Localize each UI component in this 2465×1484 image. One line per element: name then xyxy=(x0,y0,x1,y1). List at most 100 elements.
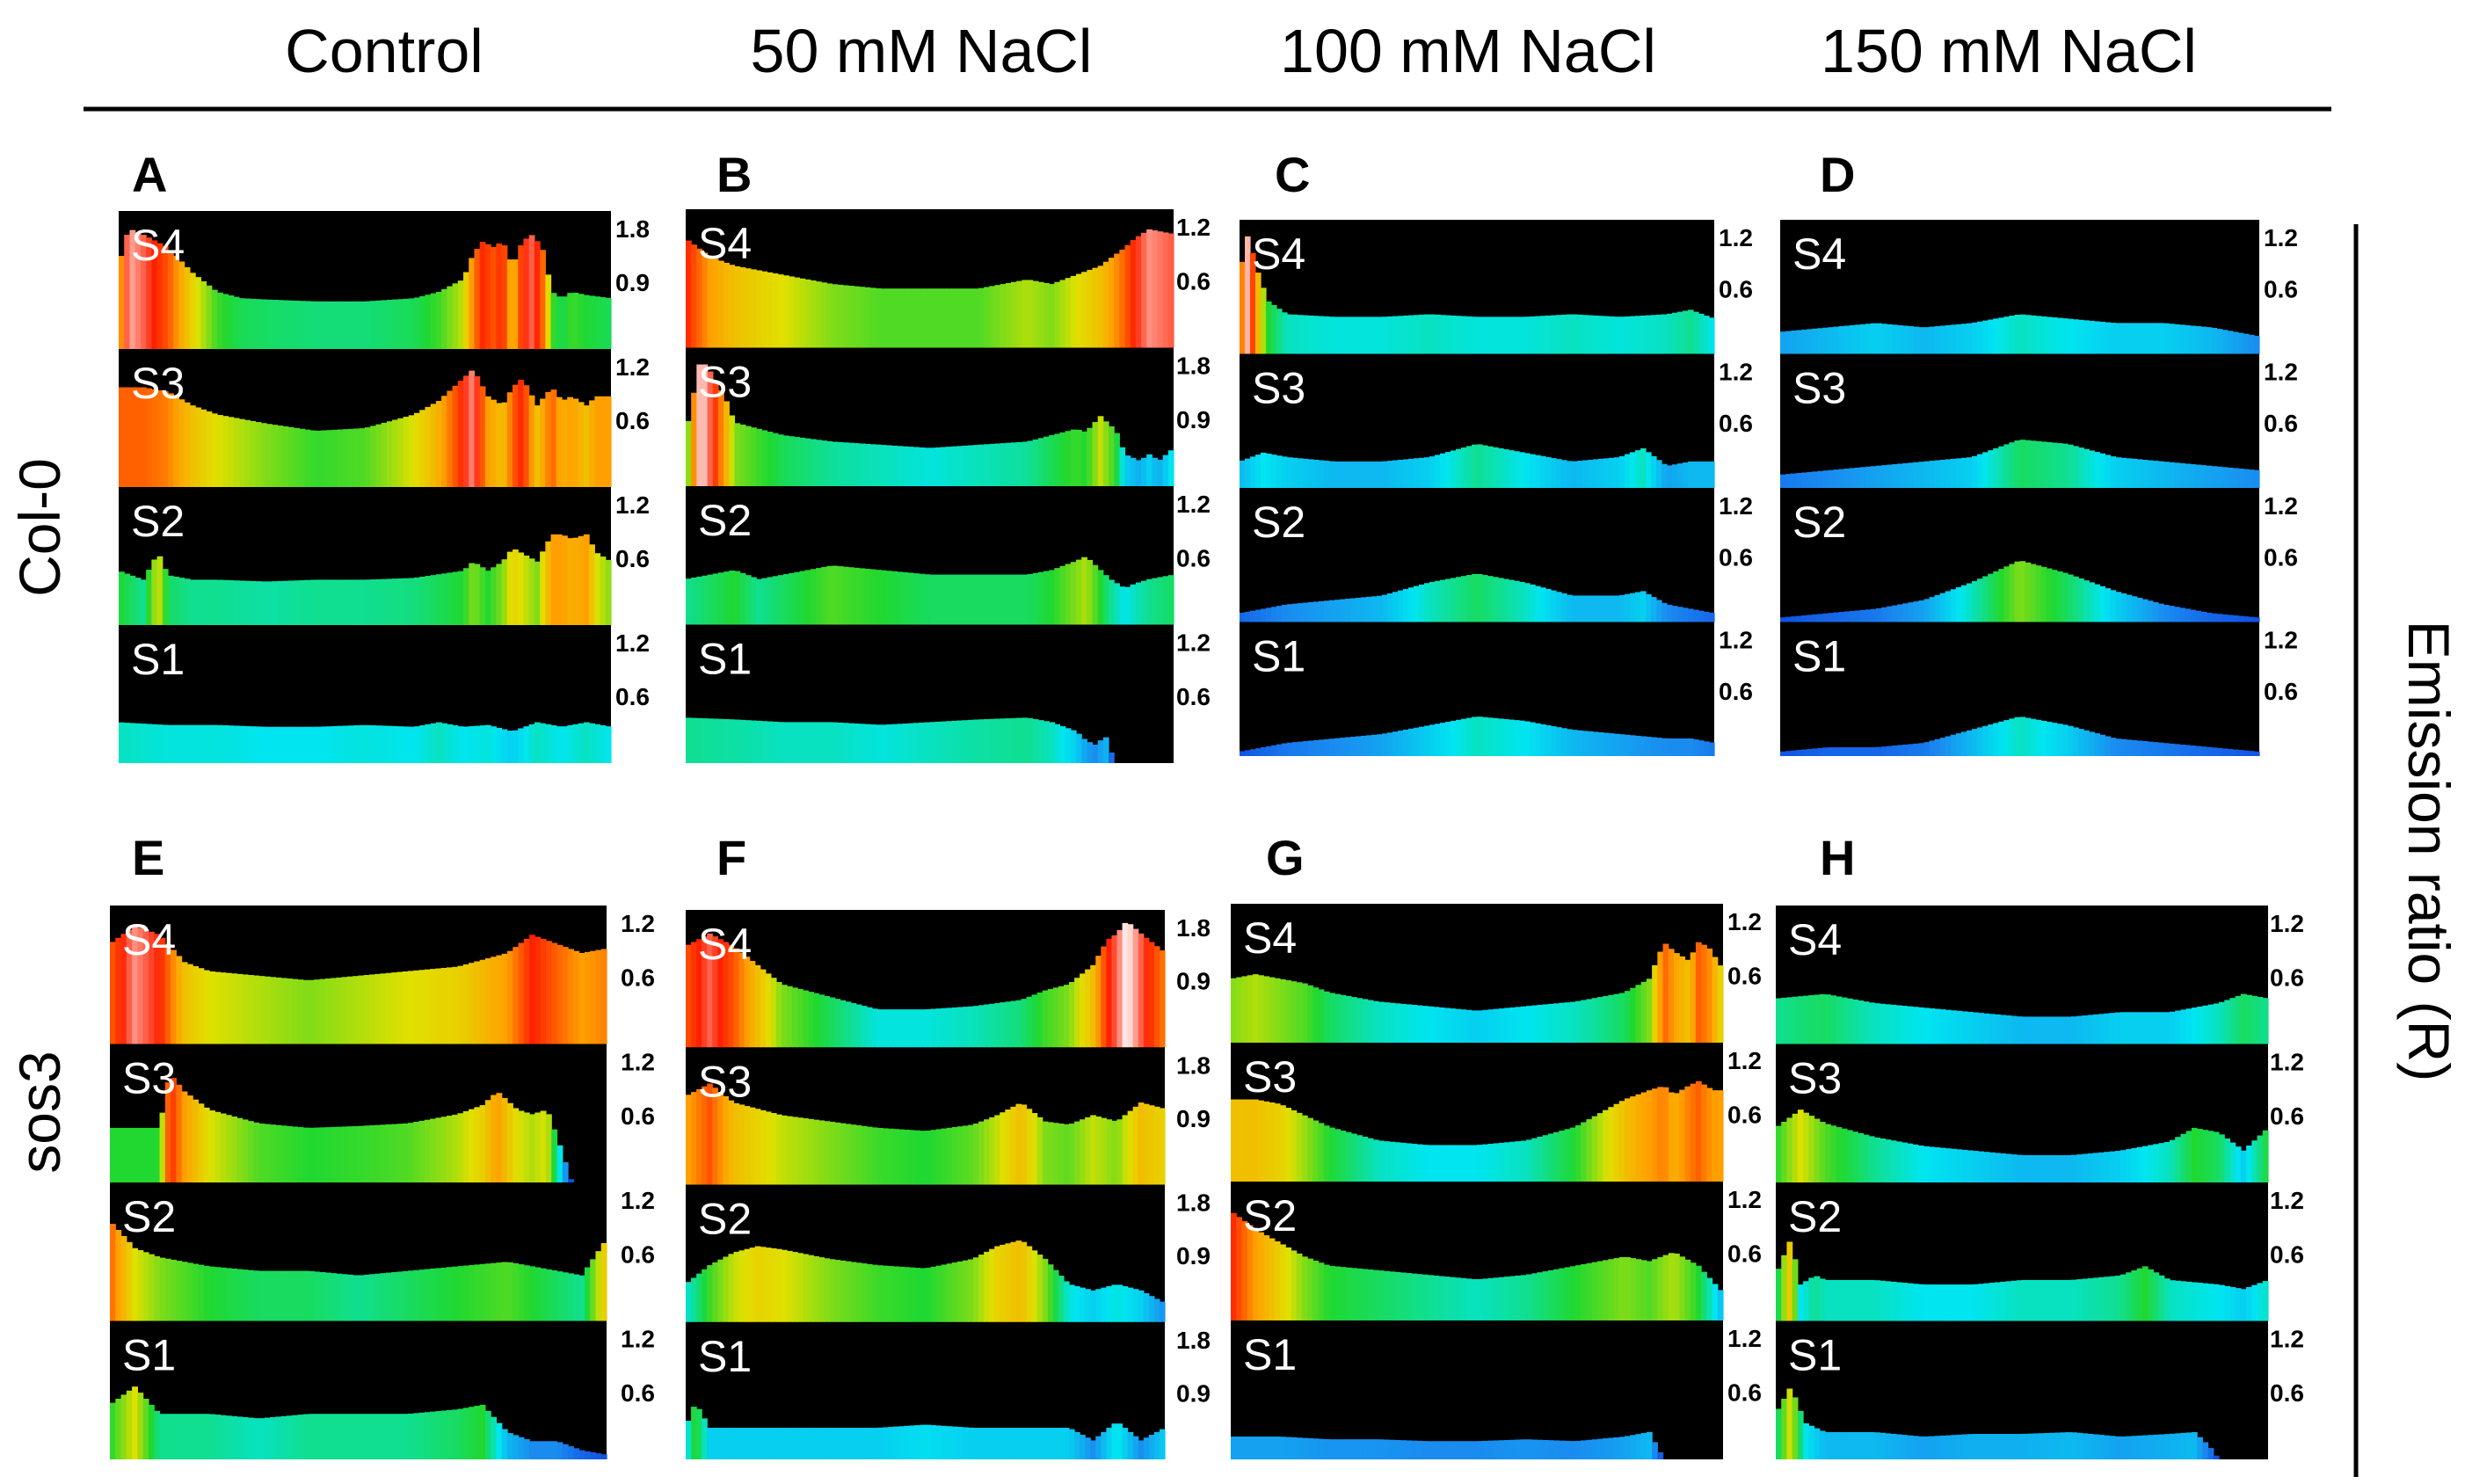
ratio-bar xyxy=(1640,591,1647,622)
ratio-bar xyxy=(1945,459,1952,488)
ratio-bar xyxy=(1438,1145,1445,1182)
ratio-bar xyxy=(1456,448,1462,488)
ratio-bar xyxy=(913,723,920,763)
ratio-bar xyxy=(951,1426,958,1459)
ratio-bar xyxy=(2120,738,2127,756)
ratio-bar xyxy=(1258,1232,1264,1320)
ratio-bar xyxy=(1672,312,1678,354)
ratio-bar xyxy=(496,1422,503,1459)
ratio-bar xyxy=(1081,738,1087,763)
ratio-bar xyxy=(2061,318,2069,354)
ratio-bar xyxy=(869,444,876,486)
ratio-bar xyxy=(696,576,703,625)
ratio-bar xyxy=(1329,461,1335,488)
ratio-bar xyxy=(2207,1131,2214,1182)
ratio-bar xyxy=(1683,738,1689,756)
ratio-bar xyxy=(529,935,535,1044)
ratio-bar xyxy=(1085,969,1091,1048)
ratio-bar xyxy=(829,997,836,1048)
ratio-bar xyxy=(696,1408,702,1459)
ratio-bar xyxy=(2104,1013,2111,1044)
ratio-bar xyxy=(1796,615,1802,622)
ratio-bar xyxy=(751,269,757,348)
ratio-bar xyxy=(2049,1016,2055,1044)
ratio-bar xyxy=(457,965,464,1044)
ratio-bar xyxy=(967,288,974,348)
ratio-bar xyxy=(260,423,267,487)
ratio-bar xyxy=(1274,1241,1281,1320)
ratio-bar xyxy=(452,283,459,349)
ratio-bar xyxy=(1307,985,1313,1043)
ratio-bar xyxy=(402,1270,409,1321)
ratio-bar xyxy=(140,235,147,349)
ratio-bar xyxy=(1881,465,1887,488)
ratio-bar xyxy=(1667,465,1673,488)
ratio-bar xyxy=(686,420,692,486)
ratio-bar xyxy=(282,726,289,763)
ratio-bar xyxy=(897,571,904,625)
ratio-bar xyxy=(540,551,546,625)
ratio-bar xyxy=(1934,326,1941,354)
ratio-bar xyxy=(2087,1153,2094,1182)
ratio-bar xyxy=(2071,1154,2077,1182)
ratio-bar xyxy=(1032,572,1039,625)
ratio-bar xyxy=(1387,316,1393,354)
strip-label: S3 xyxy=(1788,1054,1842,1103)
column-header-150mm: 150 mM NaCl xyxy=(1821,17,2197,85)
ratio-bar xyxy=(1608,994,1615,1043)
ratio-bar xyxy=(1885,1139,1892,1183)
tick-label: 1.2 xyxy=(2270,910,2304,937)
ratio-bar xyxy=(818,994,825,1048)
ratio-bar xyxy=(1324,738,1330,756)
ratio-bar xyxy=(573,1448,580,1459)
ratio-bar xyxy=(2246,1286,2252,1321)
ratio-bar xyxy=(1471,1145,1478,1182)
ratio-bar xyxy=(272,425,279,487)
tick-label: 1.2 xyxy=(2270,1049,2304,1076)
ratio-bar xyxy=(1625,1436,1631,1459)
ratio-bar xyxy=(1065,431,1072,486)
ratio-bar xyxy=(1482,1440,1489,1459)
ratio-bar xyxy=(745,575,752,625)
ratio-bar xyxy=(1070,730,1077,764)
panel-c: CS4 1.20.6S3 1.20.6S2 1.20.6S1 1.20.6 xyxy=(1240,147,1753,756)
ratio-bar xyxy=(1698,313,1705,354)
ratio-bar xyxy=(1498,1440,1505,1459)
ratio-bar xyxy=(545,1441,552,1459)
ratio-bar xyxy=(2246,994,2252,1044)
ratio-bar xyxy=(803,1254,809,1322)
ratio-bar xyxy=(1141,232,1147,348)
ratio-bar xyxy=(691,1407,697,1459)
ratio-bar xyxy=(1138,933,1145,1048)
ratio-bar xyxy=(1049,570,1055,625)
ratio-bar xyxy=(266,581,273,625)
ratio-bar xyxy=(1312,1260,1320,1320)
ratio-bar xyxy=(215,1415,222,1459)
ratio-bar xyxy=(1603,316,1610,354)
ratio-bar xyxy=(1836,1279,1843,1321)
ratio-bar xyxy=(1838,746,1845,756)
ratio-bar xyxy=(132,1248,138,1321)
ratio-bar xyxy=(1456,577,1462,622)
ratio-bar xyxy=(782,1115,788,1185)
ratio-bar xyxy=(1709,612,1715,622)
ratio-bar xyxy=(573,950,580,1044)
ratio-bar xyxy=(1586,1262,1593,1320)
ratio-bar xyxy=(534,1441,542,1459)
ratio-bar xyxy=(1076,559,1082,625)
ratio-bar xyxy=(2105,736,2112,756)
ratio-bar xyxy=(119,722,125,763)
ratio-bar xyxy=(967,719,974,763)
ratio-bar xyxy=(375,424,382,487)
ratio-bar xyxy=(2071,1016,2077,1044)
ratio-bar xyxy=(1000,574,1007,625)
ratio-bar xyxy=(1345,1439,1352,1459)
ratio-bar xyxy=(1819,1122,1826,1182)
ratio-bar xyxy=(962,1125,969,1185)
ratio-bar xyxy=(1646,452,1652,488)
tick-label: 1.2 xyxy=(1176,491,1211,518)
ratio-bar xyxy=(1141,580,1147,625)
ratio-bar xyxy=(1378,1001,1385,1043)
ratio-bar xyxy=(2131,739,2138,756)
ratio-bar xyxy=(397,418,404,487)
